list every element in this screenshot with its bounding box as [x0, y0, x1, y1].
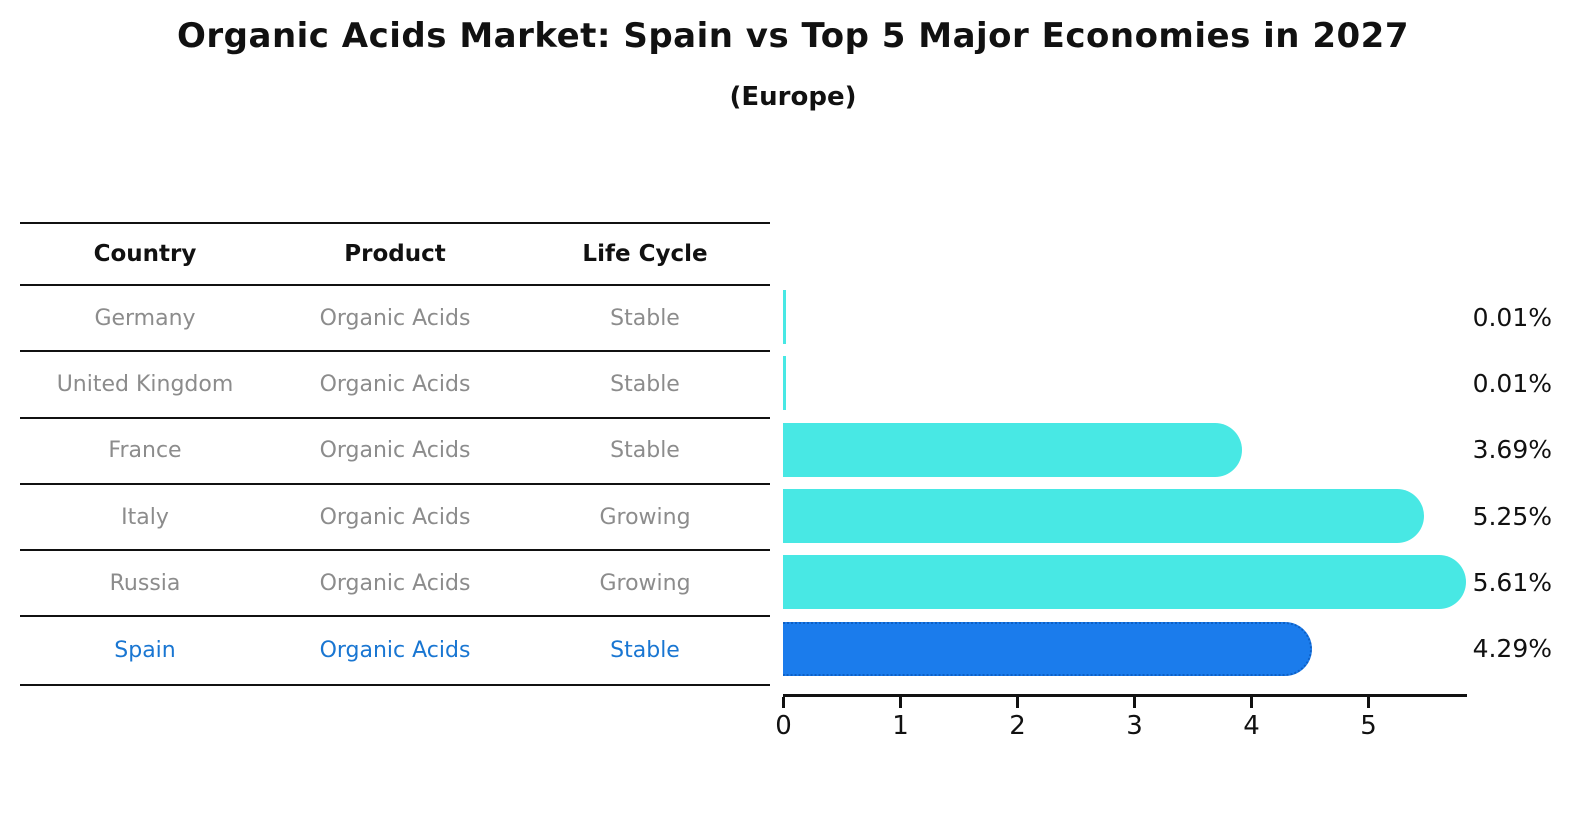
bar-row: 4.29%: [783, 616, 1586, 682]
chart-subtitle: (Europe): [729, 82, 857, 112]
cell-lifecycle: Growing: [599, 504, 691, 530]
cell-lifecycle: Stable: [610, 305, 680, 331]
cell-product: Organic Acids: [319, 438, 471, 464]
bar-row: 0.01%: [783, 284, 1586, 350]
cell-product: Organic Acids: [319, 371, 471, 397]
cell-country: Germany: [94, 305, 196, 331]
x-tick: 1: [892, 697, 909, 741]
bar-value-label: 5.25%: [1472, 501, 1552, 531]
x-tick: 2: [1009, 697, 1026, 741]
cell-lifecycle: Growing: [599, 570, 691, 596]
bars-area: 0.01% 0.01% 3.69% 5.25% 5.61% 4.29%: [783, 284, 1586, 682]
bar-italy: [783, 488, 1425, 543]
bar-united-kingdom: [783, 356, 786, 411]
bar-spain: [783, 621, 1312, 676]
table-row-united-kingdom: United Kingdom Organic Acids Stable: [20, 352, 770, 419]
cell-lifecycle: Stable: [610, 371, 680, 397]
cell-country: United Kingdom: [56, 371, 234, 397]
cell-product: Organic Acids: [319, 638, 471, 664]
cell-product: Organic Acids: [319, 305, 471, 331]
cell-country: Spain: [114, 638, 176, 664]
cell-product: Organic Acids: [319, 570, 471, 596]
bar-value-label: 3.69%: [1472, 435, 1552, 465]
x-tick: 5: [1360, 697, 1377, 741]
bar-value-label: 4.29%: [1472, 634, 1552, 664]
cell-lifecycle: Stable: [610, 638, 680, 664]
cell-country: France: [108, 438, 182, 464]
cell-country: Russia: [109, 570, 181, 596]
table-header-country: Country: [93, 241, 197, 267]
chart-title: Organic Acids Market: Spain vs Top 5 Maj…: [177, 16, 1409, 56]
bar-row: 3.69%: [783, 417, 1586, 483]
x-tick: 3: [1126, 697, 1143, 741]
cell-lifecycle: Stable: [610, 438, 680, 464]
table-header-product: Product: [344, 241, 446, 267]
table-row-germany: Germany Organic Acids Stable: [20, 286, 770, 353]
table-row-italy: Italy Organic Acids Growing: [20, 485, 770, 552]
bar-germany: [783, 290, 786, 344]
x-tick: 4: [1243, 697, 1260, 741]
table-row-france: France Organic Acids Stable: [20, 419, 770, 485]
table-body: Germany Organic Acids Stable United Kingdom…: [20, 286, 770, 684]
bar-value-label: 0.01%: [1472, 302, 1552, 332]
bar-row: 5.61%: [783, 549, 1586, 615]
bar-russia: [783, 555, 1467, 610]
x-tick-label: 1: [892, 711, 909, 741]
x-tick: 0: [775, 697, 792, 741]
bar-france: [783, 422, 1242, 477]
table-header-lifecycle: Life Cycle: [582, 241, 708, 267]
table-header-row: Country Product Life Cycle: [20, 224, 770, 286]
table-row-spain: Spain Organic Acids Stable: [20, 617, 770, 683]
x-axis: 0 1 2 3 4 5: [775, 694, 1467, 741]
x-tick-label: 5: [1360, 711, 1377, 741]
bar-value-label: 0.01%: [1472, 368, 1552, 398]
bar-row: 0.01%: [783, 350, 1586, 416]
x-tick-label: 4: [1243, 711, 1260, 741]
table-row-russia: Russia Organic Acids Growing: [20, 551, 770, 618]
x-tick-label: 3: [1126, 711, 1143, 741]
bar-value-label: 5.61%: [1472, 567, 1552, 597]
x-tick-label: 0: [775, 711, 792, 741]
cell-product: Organic Acids: [319, 504, 471, 530]
cell-country: Italy: [121, 504, 169, 530]
x-tick-label: 2: [1009, 711, 1026, 741]
bar-row: 5.25%: [783, 483, 1586, 549]
country-table: Country Product Life Cycle Germany Organi…: [20, 222, 770, 686]
